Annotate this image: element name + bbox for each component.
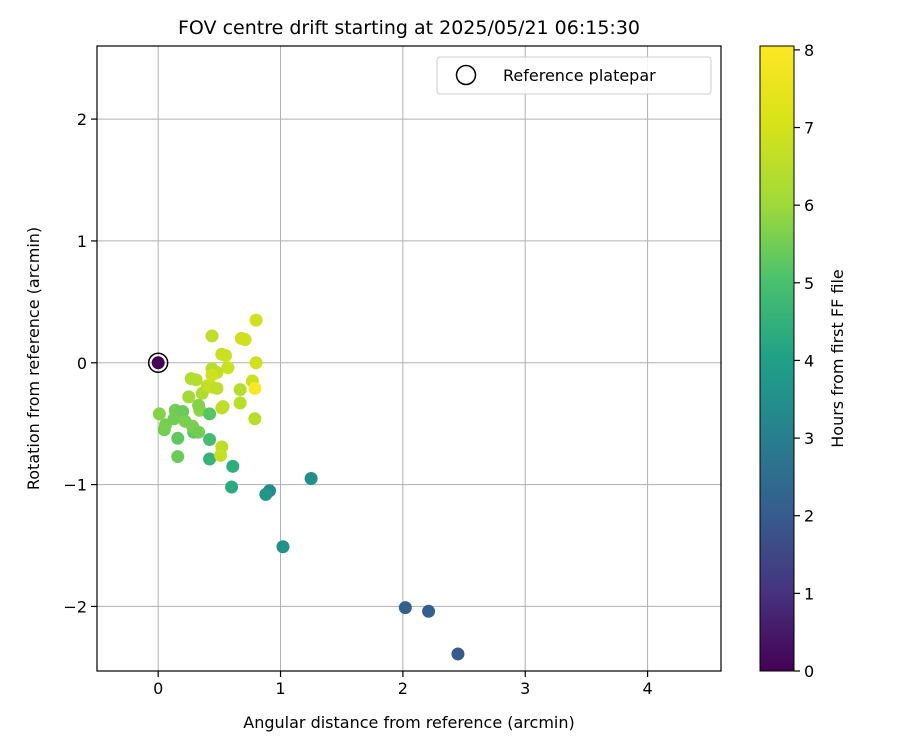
colorbar-tick-label: 0: [804, 662, 814, 681]
colorbar-tick-label: 4: [804, 351, 814, 370]
data-point: [203, 407, 217, 421]
data-point: [225, 480, 239, 494]
colorbar-label: Hours from first FF file: [828, 269, 847, 448]
x-tick-label: 0: [153, 679, 163, 698]
colorbar-tick-label: 1: [804, 584, 814, 603]
data-point: [304, 472, 318, 486]
colorbar-tick-label: 8: [804, 41, 814, 60]
data-point: [182, 390, 196, 404]
x-axis-ticks: 0 1 2 3 4: [153, 671, 653, 698]
data-points: [147, 313, 465, 661]
colorbar-tick-label: 2: [804, 507, 814, 526]
reference-marker: [147, 352, 169, 374]
data-point: [233, 396, 247, 410]
colorbar-tick-label: 6: [804, 196, 814, 215]
y-axis-ticks: −2 −1 0 1 2: [63, 110, 97, 616]
data-point: [151, 356, 165, 370]
x-tick-label: 3: [520, 679, 530, 698]
legend: Reference platepar: [436, 56, 712, 95]
x-tick-label: 2: [398, 679, 408, 698]
data-point: [249, 313, 263, 327]
legend-label: Reference platepar: [503, 66, 656, 85]
data-point: [276, 540, 290, 554]
chart-title: FOV centre drift starting at 2025/05/21 …: [178, 17, 640, 39]
data-point: [218, 348, 232, 362]
x-axis-label: Angular distance from reference (arcmin): [243, 713, 574, 732]
plot-area-frame: [96, 45, 722, 672]
data-point: [192, 398, 206, 412]
x-tick-label: 4: [642, 679, 652, 698]
data-point: [205, 329, 219, 343]
y-tick-label: 1: [77, 232, 87, 251]
data-point: [171, 450, 185, 464]
data-point: [249, 356, 263, 370]
data-point: [203, 452, 217, 466]
y-tick-label: 0: [77, 354, 87, 373]
data-point: [203, 433, 217, 447]
data-point: [221, 361, 235, 375]
y-tick-label: 2: [77, 110, 87, 129]
colorbar-tick-label: 7: [804, 119, 814, 138]
data-point: [176, 404, 190, 418]
data-point: [216, 400, 230, 414]
data-point: [233, 383, 247, 397]
data-point: [171, 431, 185, 445]
colorbar-tick-label: 3: [804, 429, 814, 448]
colorbar: 0 1 2 3 4 5 6 7 8 Hours from first FF file: [759, 41, 847, 681]
data-point: [238, 333, 252, 347]
data-point: [226, 459, 240, 473]
data-point: [451, 647, 465, 661]
data-point: [152, 407, 166, 421]
data-point: [210, 381, 224, 395]
data-point: [205, 368, 219, 382]
data-point: [214, 448, 228, 462]
y-axis-label: Rotation from reference (arcmin): [24, 227, 43, 490]
legend-marker: [455, 64, 477, 86]
grid-lines: [97, 46, 721, 671]
legend-box: [436, 56, 712, 95]
colorbar-ticks: 0 1 2 3 4 5 6 7 8: [794, 41, 814, 681]
colorbar-tick-label: 5: [804, 274, 814, 293]
y-tick-label: −2: [63, 597, 87, 616]
y-tick-label: −1: [63, 476, 87, 495]
data-point: [192, 425, 206, 439]
data-point: [259, 487, 273, 501]
data-point: [248, 381, 262, 395]
data-point: [189, 373, 203, 387]
x-tick-label: 1: [275, 679, 285, 698]
data-point: [422, 604, 436, 618]
data-point: [398, 601, 412, 615]
data-point: [248, 412, 262, 426]
colorbar-gradient: [759, 45, 795, 672]
